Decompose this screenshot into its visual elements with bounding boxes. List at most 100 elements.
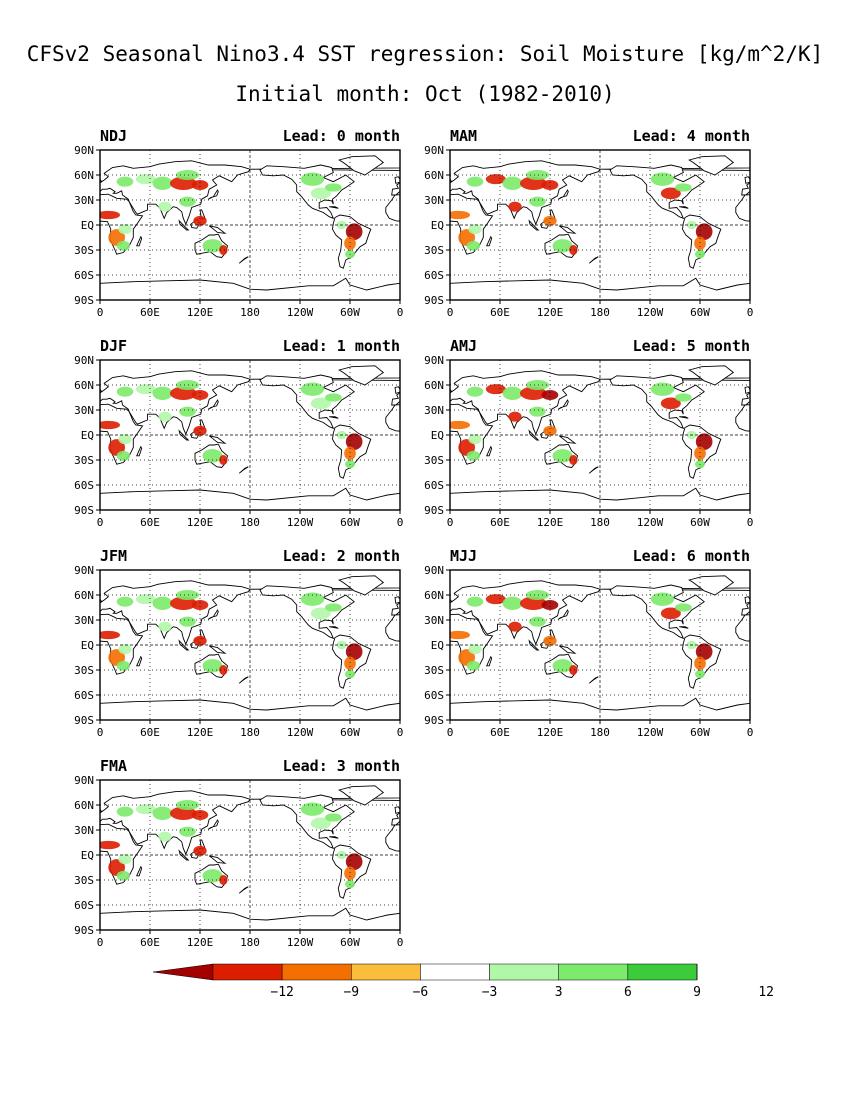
y-tick-label: 30S	[74, 454, 94, 467]
y-tick-label: 30N	[424, 614, 444, 627]
greenland-coast	[338, 365, 385, 386]
anomaly-patch	[202, 239, 223, 253]
map-panel-ndj: NDJ Lead: 0 month 0 60E 120E 180 120W 60W 0 90N 60…	[74, 127, 403, 319]
anomaly-patch	[158, 411, 172, 422]
anomaly-patch	[660, 607, 681, 620]
namerica-coast	[259, 794, 355, 850]
cuba-coast	[329, 626, 339, 629]
anomaly-patch	[541, 180, 559, 190]
colorbar-box	[351, 963, 421, 981]
anomaly-patch	[345, 223, 363, 241]
y-tick-label: 30N	[424, 404, 444, 417]
namerica-coast	[259, 584, 355, 640]
y-tick-label: 60S	[424, 479, 444, 492]
africa-coast	[385, 824, 400, 852]
y-tick-label: 90S	[74, 714, 94, 727]
chart-subtitle: Initial month: Oct (1982-2010)	[235, 82, 614, 106]
x-tick-label: 0	[97, 726, 104, 739]
anomaly-patch	[543, 215, 557, 226]
anomaly-patch	[520, 596, 547, 610]
x-tick-label: 120W	[287, 726, 314, 739]
panel-map-area	[100, 365, 400, 510]
anomaly-patch	[675, 603, 692, 612]
cuba-coast	[679, 206, 689, 209]
newguinea-coast	[558, 435, 577, 444]
anomaly-patch	[116, 240, 130, 251]
x-tick-label: 120W	[287, 306, 314, 319]
x-tick-label: 120E	[187, 516, 214, 529]
x-tick-label: 0	[397, 936, 404, 949]
x-tick-label: 60E	[490, 726, 510, 739]
anomaly-patch	[100, 840, 120, 850]
panel-map-area	[450, 575, 750, 720]
panel-map-area	[100, 575, 400, 720]
newguinea-coast	[208, 225, 227, 234]
anomaly-patch	[525, 590, 550, 600]
japan-coast	[208, 189, 219, 200]
namerica-coast	[259, 164, 355, 220]
anomaly-patch	[116, 806, 134, 817]
anomaly-patch	[116, 450, 130, 461]
y-tick-label: 90N	[74, 144, 94, 157]
anomaly-patch	[300, 592, 325, 606]
colorbar-tick-label: 9	[693, 985, 701, 1000]
panel-season-label: DJF	[100, 337, 127, 355]
anomaly-patch	[525, 170, 550, 180]
anomaly-patch	[529, 406, 546, 417]
x-tick-label: 120W	[637, 306, 664, 319]
anomaly-patch	[466, 240, 481, 251]
y-tick-label: 90S	[424, 714, 444, 727]
anomaly-patch	[152, 176, 173, 190]
anomaly-patch	[450, 630, 470, 640]
antarctica-coast	[100, 487, 400, 510]
anomaly-patch	[202, 449, 223, 463]
y-tick-label: EQ	[81, 639, 94, 652]
sumatra-coast	[528, 219, 540, 231]
x-tick-label: 180	[590, 516, 610, 529]
africa-coast	[385, 614, 400, 642]
nz-coast	[238, 886, 249, 894]
antarctica-coast	[450, 487, 750, 510]
x-tick-label: 120W	[287, 516, 314, 529]
panel-lead-label: Lead: 5 month	[633, 337, 750, 355]
y-tick-label: 60N	[74, 379, 94, 392]
anomaly-patch	[344, 866, 356, 880]
anomaly-patch	[191, 390, 209, 400]
x-tick-label: 60W	[690, 726, 710, 739]
anomaly-patch	[193, 425, 207, 436]
y-tick-label: 30S	[424, 454, 444, 467]
anomaly-patch	[135, 594, 156, 605]
x-tick-label: 180	[240, 726, 260, 739]
cuba-coast	[329, 836, 339, 839]
anomaly-patch	[310, 187, 331, 200]
x-tick-label: 0	[447, 726, 454, 739]
anomaly-patch	[325, 393, 342, 402]
anomaly-patch	[450, 210, 470, 220]
x-tick-label: 120W	[637, 516, 664, 529]
x-tick-label: 0	[447, 516, 454, 529]
anomaly-patch	[466, 386, 484, 397]
y-tick-label: 90S	[74, 504, 94, 517]
x-tick-label: 60W	[340, 726, 360, 739]
madagascar-coast	[136, 445, 143, 457]
nz-coast	[238, 676, 249, 684]
y-tick-label: EQ	[81, 429, 94, 442]
x-tick-label: 120W	[287, 936, 314, 949]
anomaly-patch	[175, 380, 200, 390]
japan-coast	[558, 189, 569, 200]
anomaly-patch	[650, 382, 675, 396]
madagascar-coast	[136, 655, 143, 667]
japan-coast	[558, 609, 569, 620]
y-tick-label: 90S	[74, 294, 94, 307]
x-tick-label: 60W	[340, 516, 360, 529]
anomaly-patch	[450, 420, 470, 430]
map-panel-fma: FMA Lead: 3 month 0 60E 120E 180 120W 60W 0 90N 60…	[74, 757, 404, 949]
sumatra-coast	[178, 849, 190, 861]
anomaly-patch	[158, 831, 172, 842]
anomaly-patch	[135, 174, 156, 185]
greenland-coast	[688, 575, 735, 596]
anomaly-patch	[344, 656, 356, 670]
anomaly-patch	[310, 607, 331, 620]
madagascar-coast	[136, 235, 143, 247]
y-tick-label: 30S	[74, 874, 94, 887]
